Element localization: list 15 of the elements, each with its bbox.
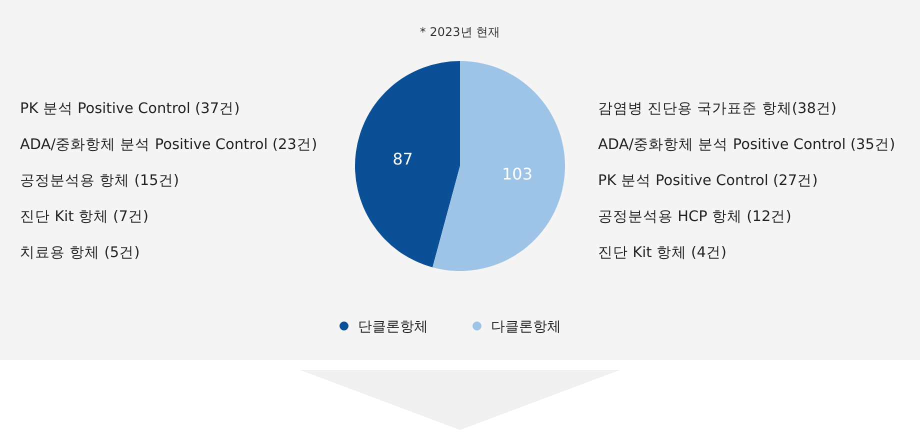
text: 진단 Kit 항체 (7건) <box>20 209 149 225</box>
text: PK 분석 Positive Control (37건) <box>20 101 240 117</box>
text: ADA/중화항체 분석 Positive Control (35건) <box>598 137 896 153</box>
text: 진단 Kit 항체 (4건) <box>598 245 727 261</box>
text: ADA/중화항체 분석 Positive Control (23건) <box>20 137 318 153</box>
text: 공정분석용 HCP 항체 (12건) <box>598 209 792 225</box>
chart-subtitle: * 2023년 현재 <box>420 25 500 39</box>
legend-label: 단클론항체 <box>358 319 428 335</box>
data-label: 87 <box>392 149 413 168</box>
text: 공정분석용 항체 (15건) <box>20 173 179 189</box>
legend-label: 다클론항체 <box>491 319 561 335</box>
text: 치료용 항체 (5건) <box>20 245 140 261</box>
text: PK 분석 Positive Control (27건) <box>598 173 818 189</box>
data-label: 103 <box>502 164 533 184</box>
text: 감염병 진단용 국가표준 항체(38건) <box>598 101 837 117</box>
